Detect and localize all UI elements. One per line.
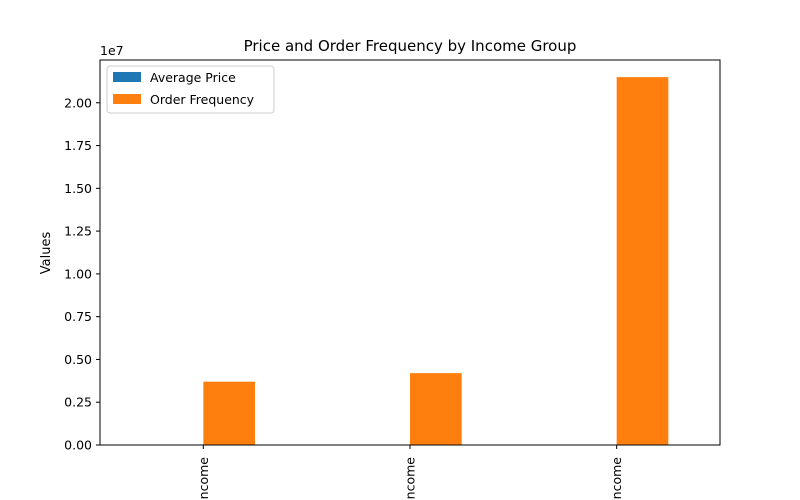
bar-order-frequency-3 [616,77,669,445]
x-tick-label: ncome [196,457,211,500]
y-tick-label: 0.75 [64,309,92,324]
legend-swatch-average-price [113,72,141,82]
legend-swatch-order-frequency [113,94,141,104]
legend-label-order-frequency: Order Frequency [150,92,255,107]
legend: Average Price Order Frequency [106,65,275,114]
y-tick-label: 0.00 [64,438,92,453]
y-tick-label: 0.25 [64,395,92,410]
plot-frame [99,59,721,446]
y-tick-label: 1.00 [64,266,92,281]
y-axis-multiplier: 1e7 [100,43,124,58]
y-tick-label: 0.50 [64,352,92,367]
x-axis: ncome ncome ncome [196,445,624,499]
y-tick-label: 2.00 [64,95,92,110]
chart-title: Price and Order Frequency by Income Grou… [244,37,577,55]
legend-label-average-price: Average Price [150,70,236,85]
x-tick-label: ncome [403,457,418,500]
x-tick-label: ncome [609,457,624,500]
bars-layer [203,77,669,445]
y-axis-label: Values [39,232,54,275]
legend-frame [106,65,275,114]
y-tick-label: 1.25 [64,224,92,239]
y-tick-label: 1.75 [64,138,92,153]
bar-order-frequency-2 [410,373,462,445]
y-tick-label: 1.50 [64,181,92,196]
y-axis: 0.00 0.25 0.50 0.75 1.00 1.25 1.50 1.75 2.00 [64,95,100,453]
bar-order-frequency-1 [203,381,255,445]
